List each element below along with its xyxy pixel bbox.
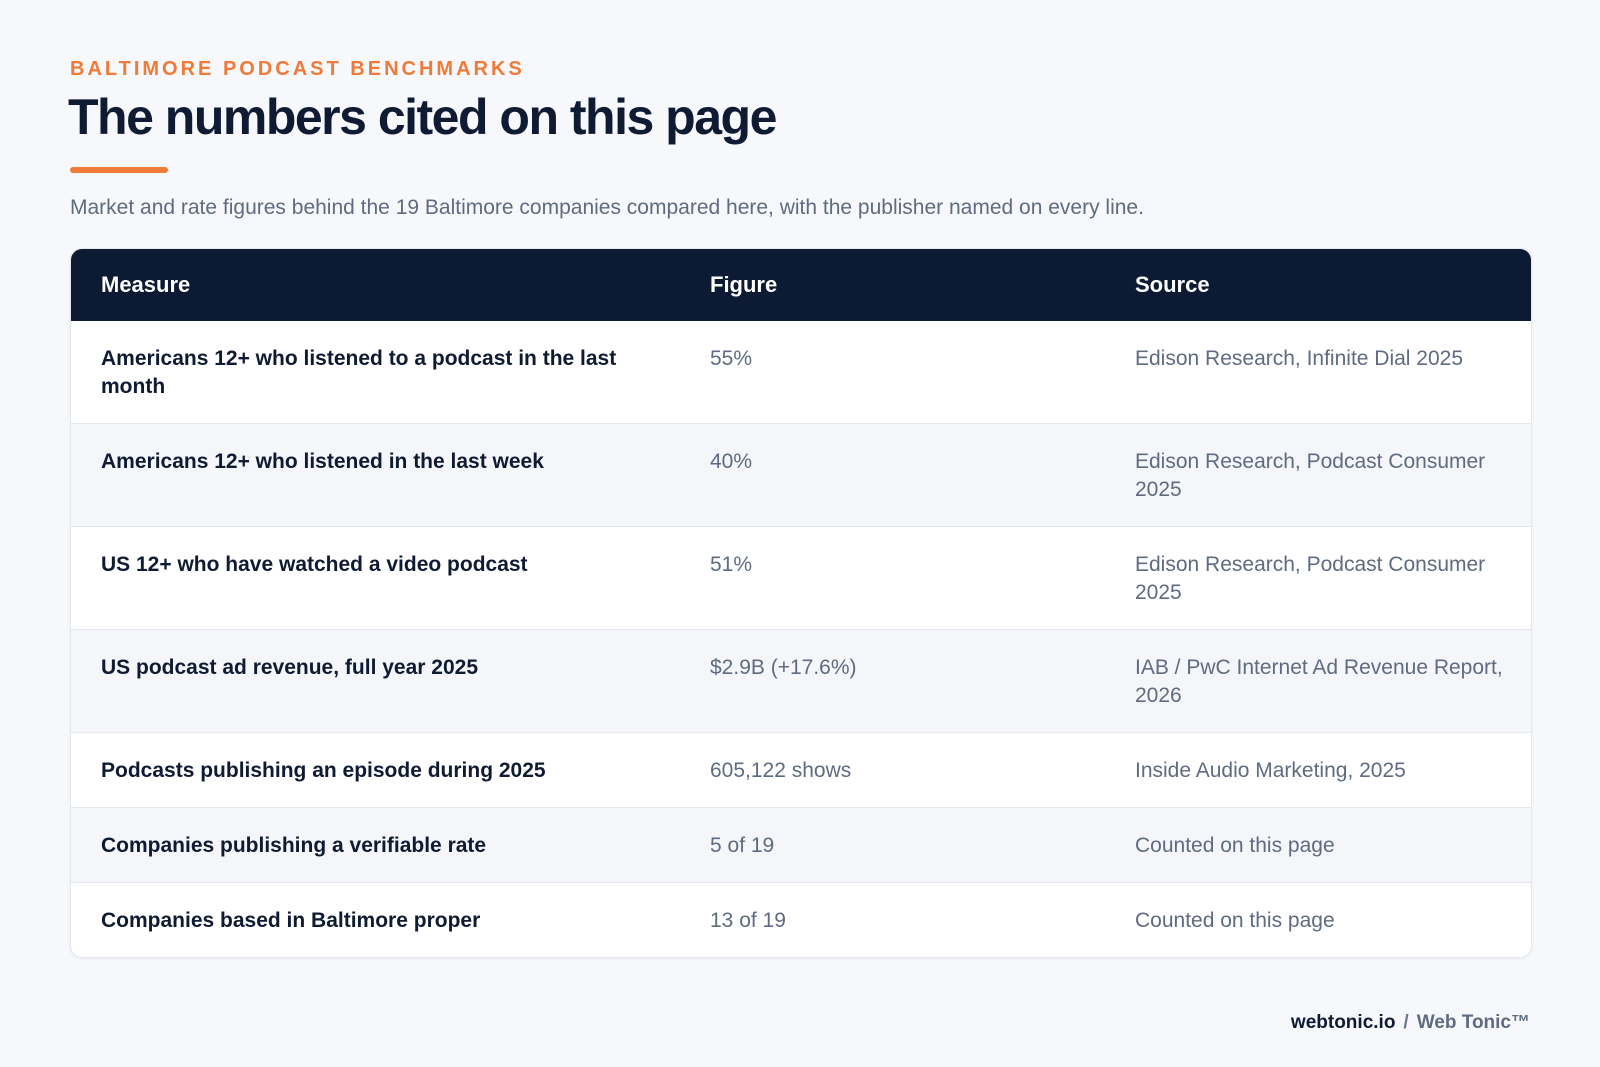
source-cell: IAB / PwC Internet Ad Revenue Report, 20… <box>1135 656 1503 707</box>
footer-credit: webtonic.io / Web Tonic™ <box>1291 1012 1530 1034</box>
measure-cell: Companies publishing a verifiable rate <box>101 834 487 857</box>
page-title: The numbers cited on this page <box>68 89 777 145</box>
footer-separator: / <box>1403 1012 1409 1033</box>
measure-cell: Podcasts publishing an episode during 20… <box>101 759 546 782</box>
table-row: Podcasts publishing an episode during 20… <box>71 732 1531 808</box>
source-cell: Counted on this page <box>1135 909 1335 932</box>
figure-cell: 605,122 shows <box>710 759 852 782</box>
measure-cell: Companies based in Baltimore proper <box>101 909 481 932</box>
page-subtitle: Market and rate figures behind the 19 Ba… <box>70 196 1144 219</box>
source-cell: Counted on this page <box>1135 834 1335 857</box>
measure-cell: US 12+ who have watched a video podcast <box>101 553 528 576</box>
benchmarks-table: Measure Figure Source Americans 12+ who … <box>71 249 1531 957</box>
measure-cell: Americans 12+ who listened in the last w… <box>101 450 544 473</box>
figure-cell: 5 of 19 <box>710 834 775 857</box>
title-accent-rule <box>70 167 168 173</box>
measure-cell: US podcast ad revenue, full year 2025 <box>101 656 478 679</box>
table-row: Americans 12+ who listened to a podcast … <box>71 321 1531 424</box>
source-cell: Edison Research, Podcast Consumer 2025 <box>1135 553 1486 604</box>
footer-brand: Web Tonic™ <box>1416 1012 1530 1033</box>
source-cell: Edison Research, Podcast Consumer 2025 <box>1135 450 1486 501</box>
column-header-figure: Figure <box>710 272 778 297</box>
column-header-source: Source <box>1135 272 1210 297</box>
figure-cell: 55% <box>710 347 753 370</box>
benchmarks-table-card: Measure Figure Source Americans 12+ who … <box>70 248 1532 958</box>
eyebrow-label: BALTIMORE PODCAST BENCHMARKS <box>70 58 525 80</box>
figure-cell: 40% <box>710 450 753 473</box>
figure-cell: $2.9B (+17.6%) <box>710 656 857 679</box>
table-row: US podcast ad revenue, full year 2025 $2… <box>71 629 1531 733</box>
table-row: Americans 12+ who listened in the last w… <box>71 423 1531 527</box>
figure-cell: 13 of 19 <box>710 909 786 932</box>
source-cell: Inside Audio Marketing, 2025 <box>1135 759 1406 782</box>
table-row: Companies publishing a verifiable rate 5… <box>71 807 1531 883</box>
footer-domain-link[interactable]: webtonic.io <box>1290 1012 1396 1033</box>
column-header-measure: Measure <box>101 272 191 297</box>
table-row: Companies based in Baltimore proper 13 o… <box>71 882 1531 958</box>
figure-cell: 51% <box>710 553 753 576</box>
source-cell: Edison Research, Infinite Dial 2025 <box>1135 347 1464 370</box>
measure-cell: Americans 12+ who listened to a podcast … <box>101 347 617 398</box>
table-header-row: Measure Figure Source <box>71 249 1531 321</box>
table-row: US 12+ who have watched a video podcast … <box>71 526 1531 630</box>
